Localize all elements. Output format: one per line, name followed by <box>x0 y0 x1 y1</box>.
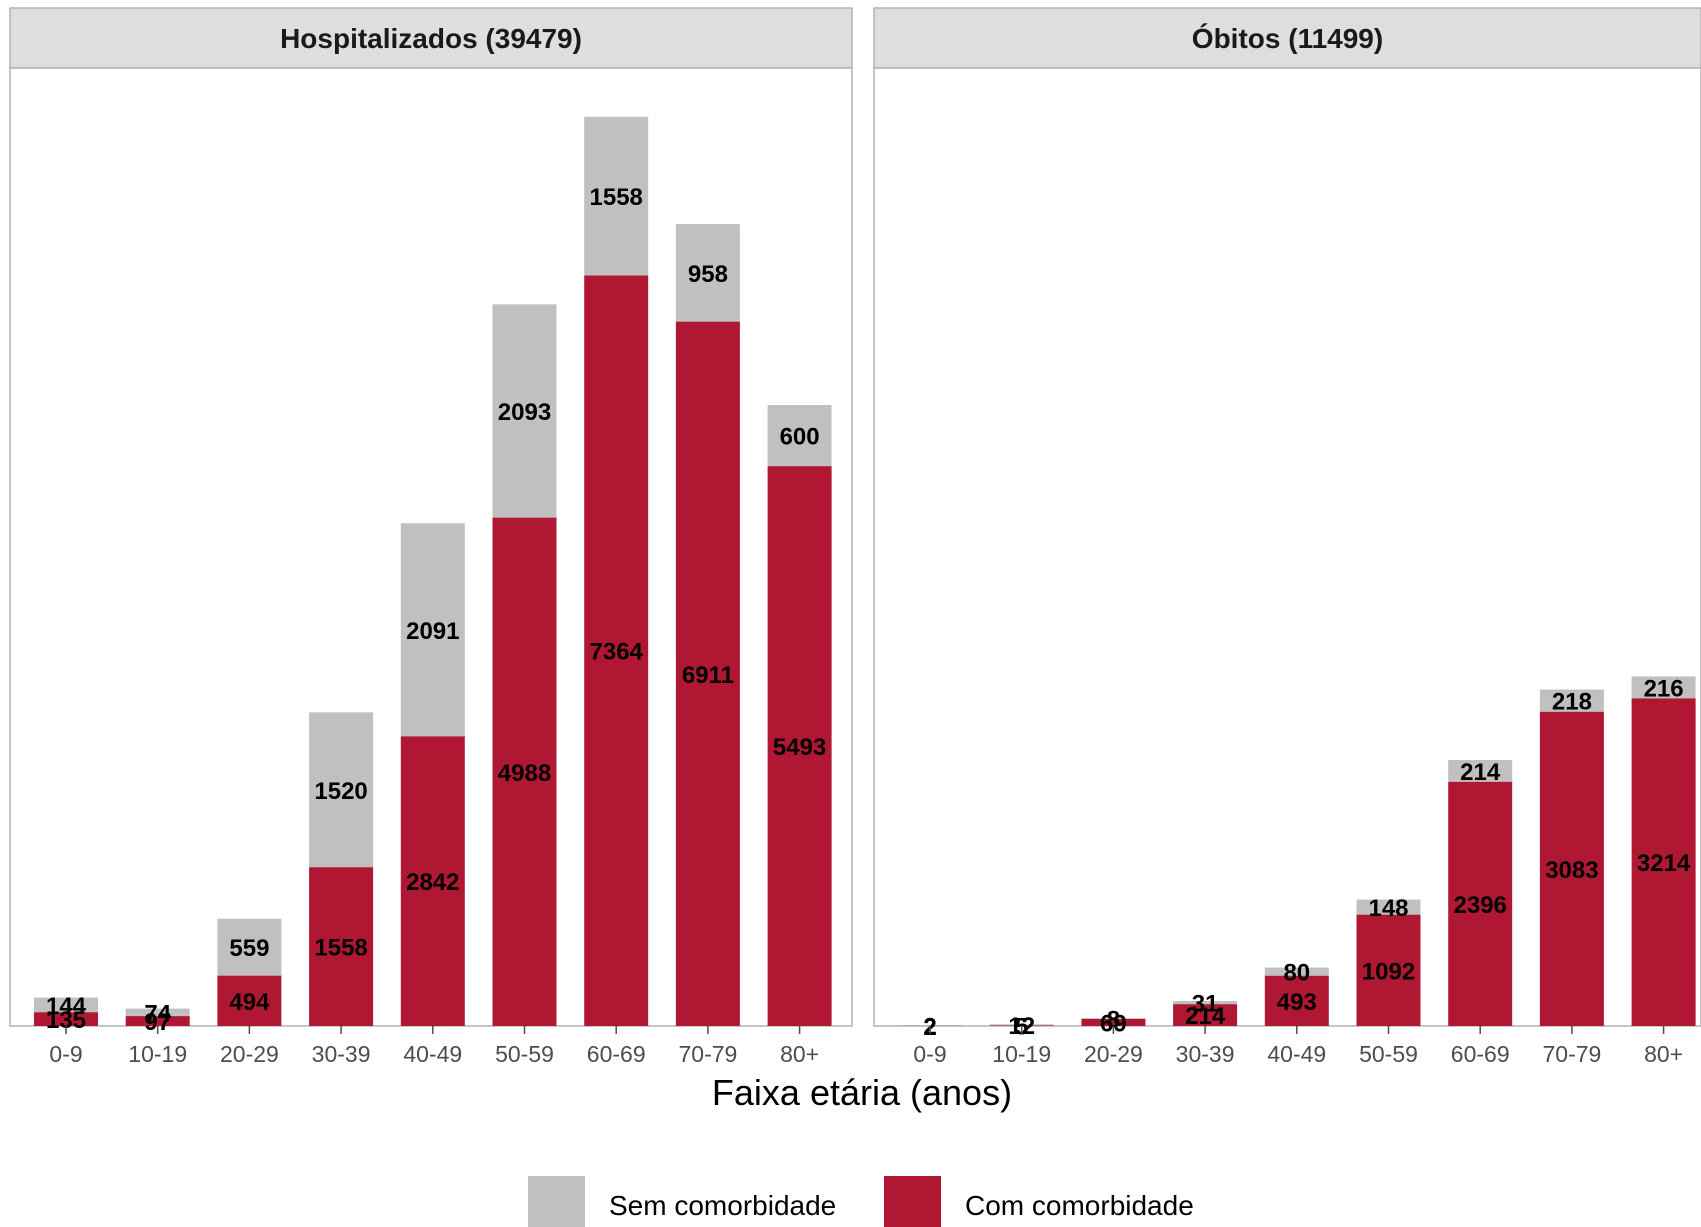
bar-com-comorbidade <box>767 466 832 1026</box>
bar-sem-comorbidade <box>217 918 282 976</box>
x-tick-label: 80+ <box>1644 1041 1683 1067</box>
legend-swatch <box>528 1176 585 1227</box>
bar-com-comorbidade <box>1448 781 1513 1026</box>
x-tick-label: 20-29 <box>220 1041 279 1067</box>
bar-sem-comorbidade <box>1173 1001 1238 1005</box>
bar-sem-comorbidade <box>675 224 740 322</box>
value-label-com-comorbidade: 6911 <box>682 662 734 689</box>
panel-2: Óbitos (11499)220-912510-1986920-2931214… <box>873 7 1701 1067</box>
bar-sem-comorbidade <box>400 523 465 737</box>
bar-com-comorbidade <box>1173 1004 1238 1026</box>
bar-sem-comorbidade <box>1356 899 1421 915</box>
value-label-com-comorbidade: 3083 <box>1545 857 1598 884</box>
x-tick-label: 20-29 <box>1084 1041 1143 1067</box>
x-tick-label: 70-79 <box>678 1041 737 1067</box>
bar-com-comorbidade <box>989 1025 1054 1026</box>
bar-com-comorbidade <box>34 1012 98 1026</box>
value-label-sem-comorbidade: 148 <box>1368 895 1408 922</box>
value-label-com-comorbidade: 7364 <box>590 639 644 666</box>
bar-com-comorbidade <box>125 1016 190 1026</box>
bar-com-comorbidade <box>675 321 740 1027</box>
value-label-sem-comorbidade: 1520 <box>314 778 367 805</box>
bar-sem-comorbidade <box>1448 760 1513 782</box>
value-label-sem-comorbidade: 214 <box>1460 759 1501 786</box>
value-label-sem-comorbidade: 8 <box>1107 1007 1120 1034</box>
bar-sem-comorbidade <box>1539 689 1604 712</box>
x-tick-label: 30-39 <box>312 1041 371 1067</box>
bar-com-comorbidade <box>584 275 649 1026</box>
value-label-sem-comorbidade: 218 <box>1552 689 1592 716</box>
bar-sem-comorbidade <box>309 712 374 868</box>
bar-sem-comorbidade <box>1631 676 1696 699</box>
value-label-com-comorbidade: 214 <box>1185 1003 1226 1030</box>
facet-strip <box>9 7 853 69</box>
x-tick-label: 0-9 <box>913 1041 946 1067</box>
legend-swatch <box>884 1176 941 1227</box>
x-tick-label: 10-19 <box>992 1041 1051 1067</box>
value-label-com-comorbidade: 493 <box>1277 989 1317 1016</box>
value-label-com-comorbidade: 2396 <box>1454 892 1507 919</box>
bar-sem-comorbidade <box>1081 1018 1146 1019</box>
value-label-sem-comorbidade: 600 <box>780 424 820 451</box>
value-label-sem-comorbidade: 2091 <box>406 618 459 645</box>
value-label-sem-comorbidade: 1558 <box>590 184 643 211</box>
x-tick-label: 70-79 <box>1542 1041 1601 1067</box>
bar-com-comorbidade <box>1631 698 1696 1026</box>
bar-sem-comorbidade <box>125 1008 190 1017</box>
value-label-sem-comorbidade: 958 <box>688 261 728 288</box>
bar-com-comorbidade <box>1264 975 1329 1026</box>
facet-title: Hospitalizados (39479) <box>280 23 582 54</box>
legend-label: Com comorbidade <box>965 1190 1194 1221</box>
value-label-sem-comorbidade: 559 <box>229 935 269 962</box>
value-label-com-comorbidade: 494 <box>229 989 270 1016</box>
legend: Sem comorbidade Com comorbidade <box>528 1176 1194 1227</box>
value-label-sem-comorbidade: 74 <box>144 1000 171 1027</box>
bar-com-comorbidade <box>400 736 465 1026</box>
x-tick-label: 40-49 <box>1267 1041 1326 1067</box>
value-label-sem-comorbidade: 31 <box>1192 991 1219 1018</box>
value-label-com-comorbidade: 3214 <box>1637 850 1691 877</box>
bar-sem-comorbidade <box>767 405 832 467</box>
x-tick-label: 50-59 <box>1359 1041 1418 1067</box>
x-tick-label: 10-19 <box>128 1041 187 1067</box>
x-tick-label: 30-39 <box>1176 1041 1235 1067</box>
bar-sem-comorbidade <box>34 997 98 1013</box>
value-label-sem-comorbidade: 80 <box>1283 960 1310 987</box>
bar-com-comorbidade <box>217 975 282 1026</box>
x-tick-label: 60-69 <box>1451 1041 1510 1067</box>
bar-com-comorbidade <box>1356 914 1421 1026</box>
value-label-sem-comorbidade: 216 <box>1644 675 1684 702</box>
bar-sem-comorbidade <box>584 116 649 276</box>
facet-panels: Hospitalizados (39479)1441350-9749710-19… <box>9 7 1701 1067</box>
value-label-sem-comorbidade: 2093 <box>498 399 551 426</box>
facet-title: Óbitos (11499) <box>1192 23 1383 54</box>
bar-com-comorbidade <box>1081 1018 1146 1026</box>
value-label-com-comorbidade: 1558 <box>314 935 367 962</box>
value-label-com-comorbidade: 4988 <box>498 760 551 787</box>
x-tick-label: 60-69 <box>587 1041 646 1067</box>
bar-sem-comorbidade <box>989 1024 1054 1026</box>
bar-com-comorbidade <box>1539 711 1604 1026</box>
panel-1: Hospitalizados (39479)1441350-9749710-19… <box>9 7 853 1067</box>
bar-com-comorbidade <box>492 517 557 1026</box>
legend-label: Sem comorbidade <box>609 1190 836 1221</box>
x-tick-label: 0-9 <box>49 1041 82 1067</box>
bar-sem-comorbidade <box>492 304 557 518</box>
value-label-com-comorbidade: 2842 <box>406 869 459 896</box>
x-tick-label: 40-49 <box>403 1041 462 1067</box>
facet-strip <box>873 7 1701 69</box>
bar-com-comorbidade <box>309 867 374 1026</box>
bar-sem-comorbidade <box>1264 967 1329 976</box>
value-label-sem-comorbidade: 144 <box>46 993 87 1020</box>
x-tick-label: 80+ <box>780 1041 819 1067</box>
value-label-com-comorbidade: 1092 <box>1362 958 1415 985</box>
value-label-com-comorbidade: 5493 <box>773 734 826 761</box>
x-tick-label: 50-59 <box>495 1041 554 1067</box>
x-axis-title: Faixa etária (anos) <box>712 1072 1012 1113</box>
